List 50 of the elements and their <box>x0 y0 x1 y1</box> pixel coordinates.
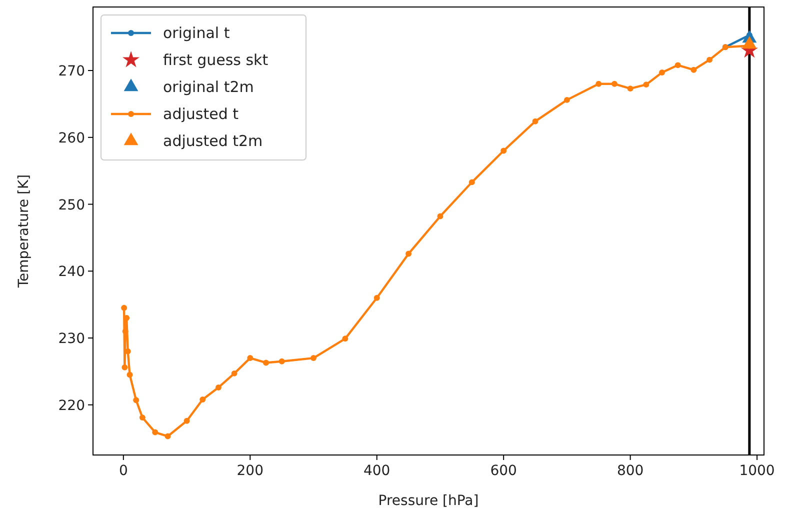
legend-label: original t <box>163 24 230 42</box>
x-tick-label: 400 <box>363 463 390 479</box>
point <box>231 370 238 376</box>
point <box>310 355 316 362</box>
x-tick-label: 800 <box>616 463 644 479</box>
point <box>342 336 348 342</box>
point <box>184 418 190 424</box>
y-tick-label: 240 <box>58 264 85 280</box>
x-tick-label: 0 <box>118 463 128 479</box>
point <box>262 360 269 366</box>
point <box>674 62 681 68</box>
point <box>126 372 133 378</box>
point <box>247 355 254 362</box>
y-tick-label: 230 <box>58 330 85 347</box>
point <box>437 213 444 220</box>
point <box>122 364 128 370</box>
point <box>690 66 697 73</box>
point <box>659 70 665 76</box>
point <box>121 304 128 311</box>
point <box>564 96 570 103</box>
x-axis-title: Pressure [hPa] <box>378 493 479 509</box>
legend-label: adjusted t2m <box>163 132 263 150</box>
legend-label: adjusted t <box>163 105 239 123</box>
point <box>500 148 507 154</box>
point <box>468 179 475 186</box>
y-axis-title: Temperature [K] <box>16 174 32 289</box>
legend-label: first guess skt <box>163 51 268 69</box>
point <box>164 433 171 440</box>
point <box>643 82 650 88</box>
point <box>152 429 158 436</box>
point <box>627 86 634 92</box>
point <box>139 414 146 421</box>
x-tick-label: 600 <box>490 463 517 479</box>
y-tick-label: 270 <box>58 64 85 80</box>
x-tick-label: 1000 <box>739 463 775 479</box>
y-tick-label: 260 <box>58 130 85 146</box>
legend-label: original t2m <box>163 78 254 96</box>
point <box>706 56 712 63</box>
point <box>596 80 602 87</box>
point <box>532 118 538 124</box>
y-tick-label: 220 <box>58 398 85 414</box>
point <box>200 396 206 402</box>
y-tick-label: 250 <box>58 197 85 214</box>
point <box>215 384 222 390</box>
point <box>374 294 380 301</box>
point <box>611 80 618 87</box>
point <box>278 358 285 364</box>
point <box>133 397 140 404</box>
point <box>406 250 412 257</box>
x-tick-label: 200 <box>236 463 264 479</box>
